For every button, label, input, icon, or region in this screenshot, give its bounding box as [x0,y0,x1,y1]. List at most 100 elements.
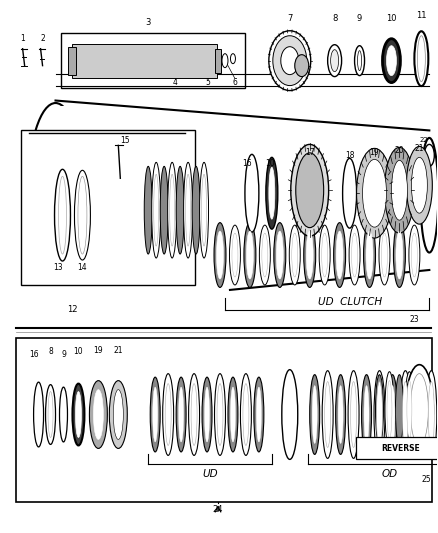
Bar [356,438,438,459]
Ellipse shape [366,231,373,279]
Ellipse shape [202,377,212,452]
Ellipse shape [216,231,223,279]
Ellipse shape [150,377,160,452]
Text: 16: 16 [242,159,252,168]
Ellipse shape [343,158,357,228]
Text: 22: 22 [420,138,429,143]
Ellipse shape [426,370,437,458]
Ellipse shape [382,39,400,83]
Ellipse shape [269,167,275,219]
Ellipse shape [165,384,171,446]
Text: 23: 23 [410,316,419,324]
Ellipse shape [186,174,191,246]
Bar [215,49,221,72]
Ellipse shape [406,365,433,455]
Bar [21,131,195,285]
Ellipse shape [364,223,375,287]
Ellipse shape [377,382,382,447]
Ellipse shape [274,223,286,287]
Bar [56,106,429,290]
Ellipse shape [247,231,254,279]
Ellipse shape [269,31,311,91]
Ellipse shape [160,166,168,254]
Ellipse shape [179,387,184,442]
Text: 6: 6 [233,78,237,87]
Text: 11: 11 [416,11,427,20]
Ellipse shape [152,163,161,258]
Ellipse shape [259,225,270,285]
Ellipse shape [381,233,388,277]
Text: 5: 5 [205,78,211,87]
Ellipse shape [361,375,371,455]
Ellipse shape [201,174,207,246]
Ellipse shape [392,160,407,220]
Ellipse shape [296,153,324,228]
Ellipse shape [304,223,316,287]
Ellipse shape [292,233,298,277]
Ellipse shape [396,375,403,445]
Ellipse shape [349,225,360,285]
Ellipse shape [328,45,342,77]
Text: 9: 9 [61,350,66,359]
Text: 4: 4 [173,78,177,87]
Ellipse shape [46,385,56,445]
Text: 10: 10 [386,14,397,23]
Ellipse shape [200,163,208,258]
Ellipse shape [355,46,364,76]
Ellipse shape [215,374,226,455]
Ellipse shape [232,233,238,277]
Ellipse shape [322,370,333,458]
Bar [72,44,217,78]
Ellipse shape [411,233,417,277]
Ellipse shape [306,231,313,279]
Ellipse shape [352,233,357,277]
Ellipse shape [357,148,392,238]
Text: 8: 8 [48,347,53,356]
Text: 10: 10 [265,159,275,168]
Ellipse shape [403,382,408,447]
Ellipse shape [162,374,173,455]
Ellipse shape [406,147,432,224]
Ellipse shape [48,392,53,438]
Bar [68,47,77,75]
Ellipse shape [184,163,193,258]
Ellipse shape [312,385,317,443]
Ellipse shape [348,370,359,458]
Ellipse shape [364,385,369,443]
Ellipse shape [413,375,424,455]
Text: 17: 17 [305,148,314,157]
Ellipse shape [321,233,328,277]
Ellipse shape [78,176,87,254]
Ellipse shape [113,390,124,439]
Ellipse shape [310,375,320,455]
Ellipse shape [414,31,428,86]
Ellipse shape [363,159,386,227]
Ellipse shape [59,176,67,254]
Text: OD: OD [381,470,398,479]
Ellipse shape [375,375,384,445]
Ellipse shape [396,231,403,279]
Ellipse shape [214,223,226,287]
Text: 14: 14 [78,263,87,272]
Ellipse shape [405,372,414,447]
Text: 21: 21 [113,346,123,355]
Ellipse shape [334,223,346,287]
Ellipse shape [243,384,249,446]
Ellipse shape [72,384,85,446]
Ellipse shape [400,370,411,458]
Ellipse shape [254,377,264,452]
Ellipse shape [93,390,103,439]
Ellipse shape [417,36,425,82]
Ellipse shape [54,169,71,261]
Ellipse shape [385,148,414,233]
Text: UD  CLUTCH: UD CLUTCH [318,297,381,307]
Ellipse shape [176,377,186,452]
Ellipse shape [281,47,299,75]
Ellipse shape [428,382,434,447]
Ellipse shape [276,231,283,279]
Ellipse shape [420,138,438,253]
Ellipse shape [89,381,107,448]
Ellipse shape [176,166,184,254]
Ellipse shape [217,384,223,446]
Ellipse shape [291,144,328,236]
